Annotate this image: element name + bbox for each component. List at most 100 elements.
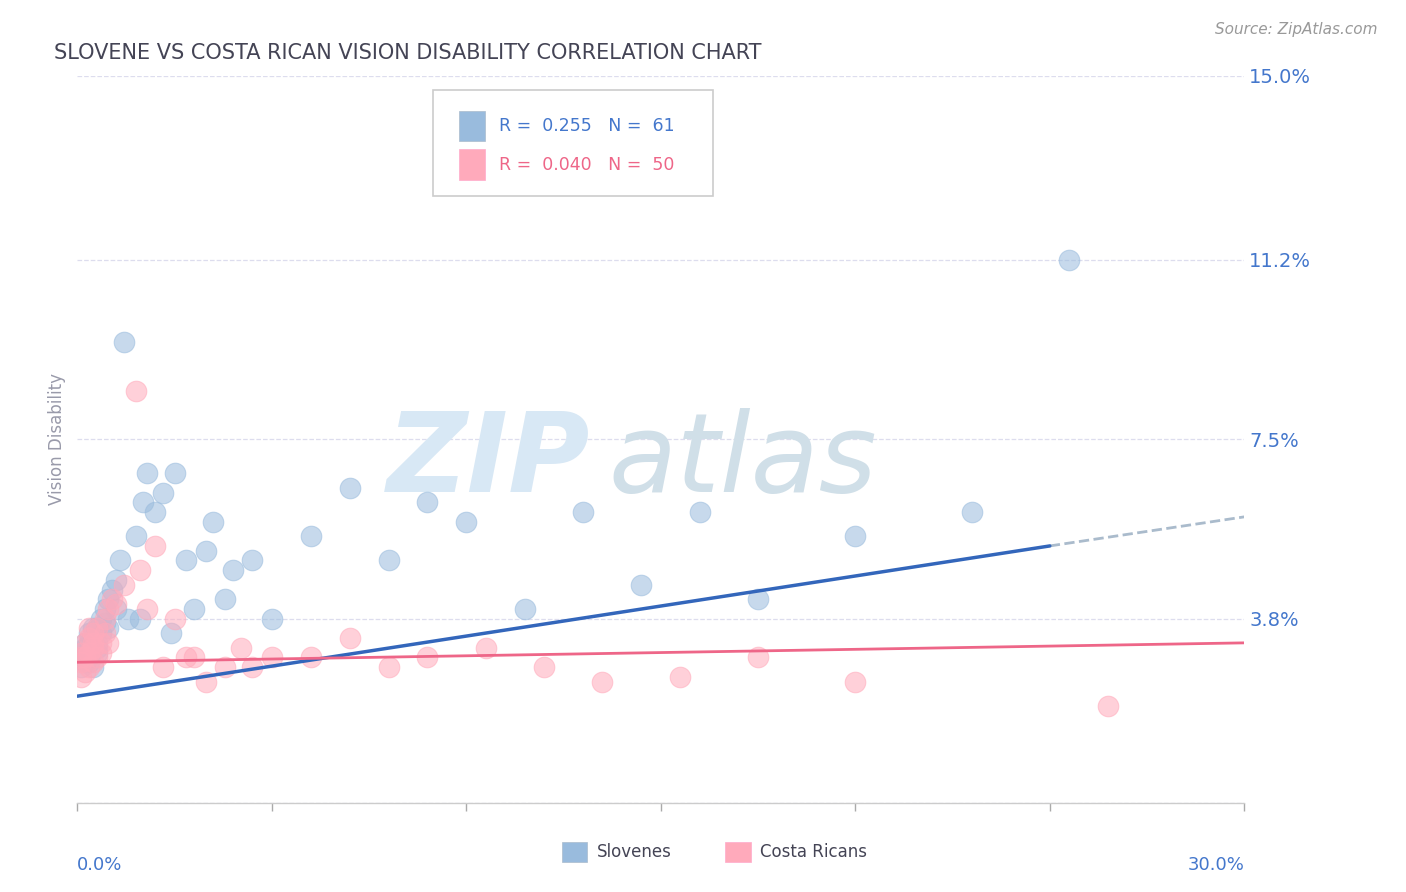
Point xyxy=(159,626,181,640)
Point xyxy=(93,612,115,626)
Point xyxy=(86,650,108,665)
Y-axis label: Vision Disability: Vision Disability xyxy=(48,374,66,505)
Bar xyxy=(725,842,751,863)
Text: 30.0%: 30.0% xyxy=(1188,856,1244,874)
Point xyxy=(75,636,97,650)
Point xyxy=(183,602,205,616)
Point xyxy=(97,621,120,635)
Point xyxy=(174,650,197,665)
Point xyxy=(77,646,100,660)
Text: R =  0.040   N =  50: R = 0.040 N = 50 xyxy=(499,155,673,174)
Point xyxy=(93,626,115,640)
Point xyxy=(90,646,112,660)
Point xyxy=(339,481,361,495)
Point xyxy=(124,384,148,398)
Point xyxy=(132,495,155,509)
Text: R =  0.255   N =  61: R = 0.255 N = 61 xyxy=(499,117,675,135)
Point xyxy=(105,602,128,616)
Point xyxy=(124,529,148,543)
Point xyxy=(128,563,150,577)
Point xyxy=(416,650,439,665)
Point xyxy=(112,578,135,592)
Point xyxy=(70,650,93,665)
Point xyxy=(82,631,104,645)
Point xyxy=(174,553,197,567)
Point xyxy=(77,650,100,665)
Point xyxy=(229,640,252,655)
Point xyxy=(86,621,108,635)
Point xyxy=(112,335,135,350)
Text: Slovenes: Slovenes xyxy=(596,843,672,862)
Point xyxy=(416,495,439,509)
Point xyxy=(70,660,93,674)
Point xyxy=(1057,252,1080,267)
Text: 0.0%: 0.0% xyxy=(77,856,122,874)
Point xyxy=(77,636,100,650)
Point xyxy=(592,674,614,689)
Point xyxy=(339,631,361,645)
Point xyxy=(163,612,186,626)
Point xyxy=(70,655,93,669)
Point xyxy=(456,515,478,529)
Point xyxy=(260,612,283,626)
Point xyxy=(82,636,104,650)
Text: ZIP: ZIP xyxy=(387,408,591,515)
Text: atlas: atlas xyxy=(609,408,877,515)
Point xyxy=(82,660,104,674)
Point xyxy=(377,660,399,674)
Point xyxy=(86,636,108,650)
Point xyxy=(630,578,652,592)
Point xyxy=(101,592,124,607)
Text: SLOVENE VS COSTA RICAN VISION DISABILITY CORRELATION CHART: SLOVENE VS COSTA RICAN VISION DISABILITY… xyxy=(53,43,762,63)
Point xyxy=(163,467,186,481)
Text: Source: ZipAtlas.com: Source: ZipAtlas.com xyxy=(1215,22,1378,37)
Point xyxy=(960,505,983,519)
Point xyxy=(97,602,120,616)
Point xyxy=(70,670,93,684)
Point xyxy=(747,592,769,607)
Point xyxy=(97,592,120,607)
Point xyxy=(70,650,93,665)
Point xyxy=(194,674,217,689)
Point xyxy=(82,621,104,635)
Point xyxy=(513,602,536,616)
Point xyxy=(93,602,115,616)
Point xyxy=(90,626,112,640)
FancyBboxPatch shape xyxy=(433,90,713,195)
Point xyxy=(214,660,236,674)
Point xyxy=(194,543,217,558)
Text: Costa Ricans: Costa Ricans xyxy=(761,843,868,862)
Point xyxy=(77,621,100,635)
Point xyxy=(136,467,159,481)
Point xyxy=(75,650,97,665)
Point xyxy=(572,505,595,519)
Point xyxy=(143,539,166,553)
Point xyxy=(77,631,100,645)
Point xyxy=(117,612,139,626)
Point xyxy=(474,640,498,655)
Bar xyxy=(458,149,485,180)
Point xyxy=(152,485,174,500)
Point xyxy=(82,640,104,655)
Point xyxy=(82,655,104,669)
Point xyxy=(152,660,174,674)
Point xyxy=(75,665,97,679)
Point xyxy=(844,529,866,543)
Point xyxy=(222,563,245,577)
Point xyxy=(97,636,120,650)
Point xyxy=(242,553,264,567)
Point xyxy=(90,636,112,650)
Point xyxy=(747,650,769,665)
Point xyxy=(70,646,93,660)
Point xyxy=(75,636,97,650)
Point xyxy=(202,515,225,529)
Point xyxy=(70,646,93,660)
Point xyxy=(299,529,322,543)
Point xyxy=(86,640,108,655)
Point xyxy=(1097,698,1119,713)
Point xyxy=(93,616,115,631)
Point xyxy=(242,660,264,674)
Point xyxy=(299,650,322,665)
Point xyxy=(108,553,131,567)
Point xyxy=(669,670,692,684)
